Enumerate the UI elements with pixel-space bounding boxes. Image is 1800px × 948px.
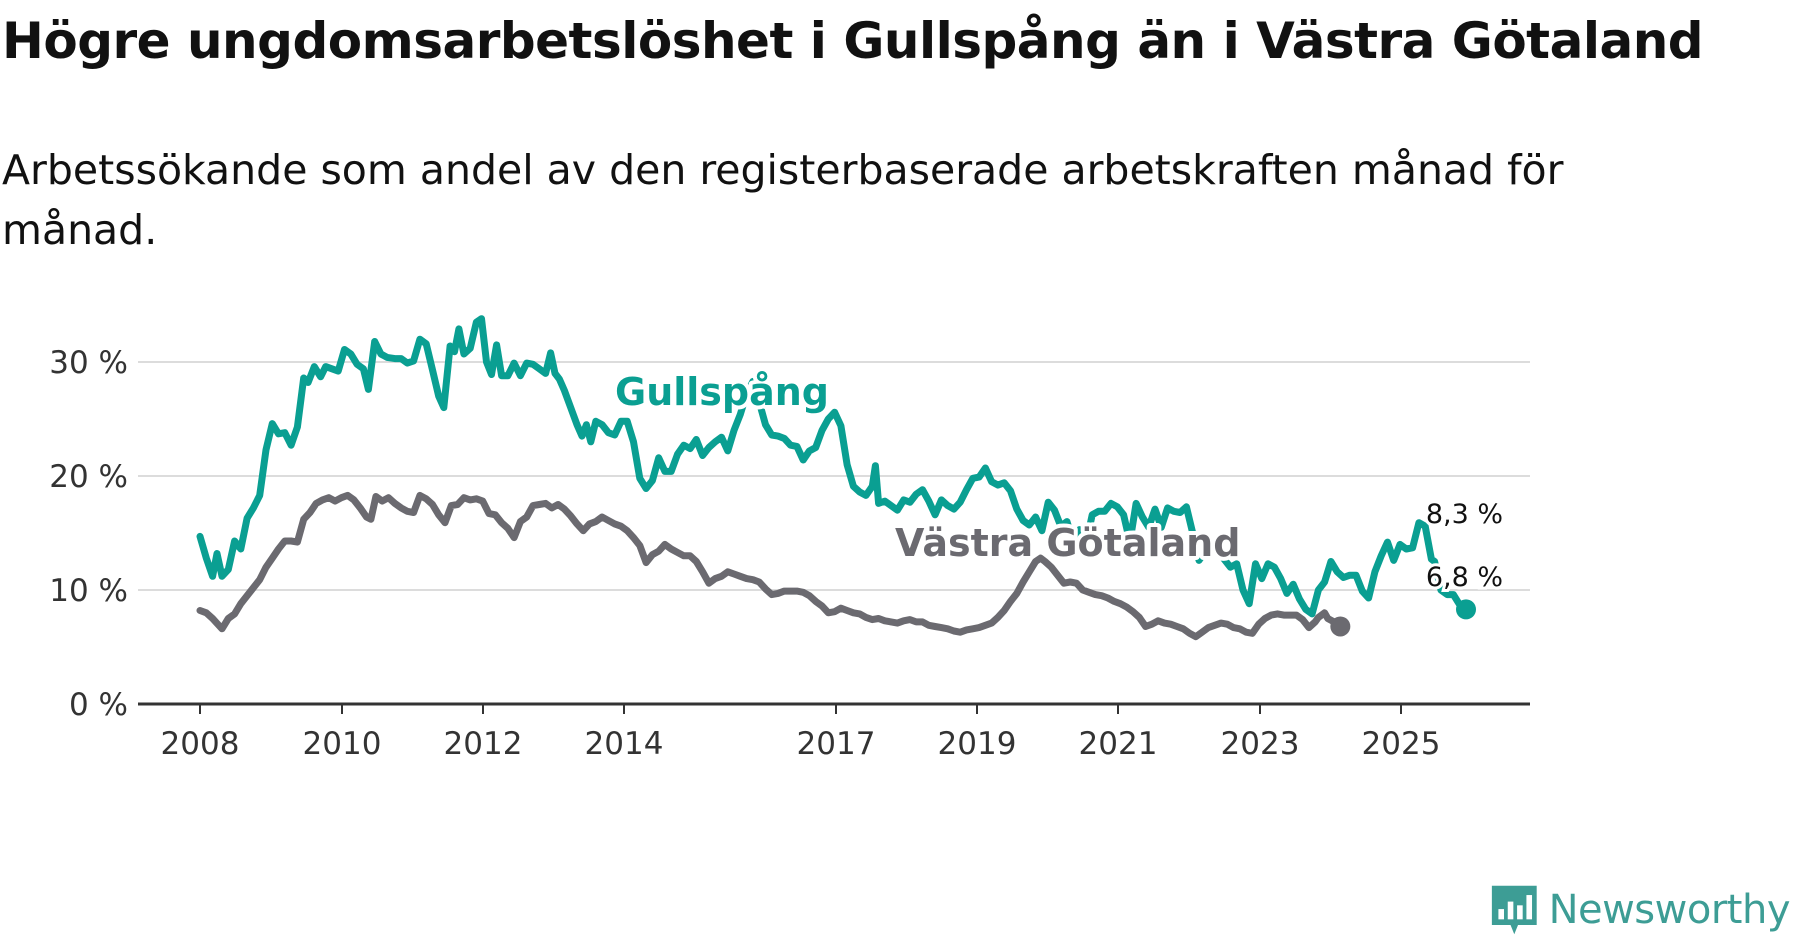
x-axis: 2008 2010 2012 2014 2017 2019 2021 2023 2025 bbox=[138, 702, 1530, 762]
brand-name: Newsworthy bbox=[1548, 887, 1791, 933]
x-tick-label: 2019 bbox=[938, 726, 1017, 762]
series-lines bbox=[196, 315, 1476, 641]
x-tick-label: 2025 bbox=[1362, 726, 1441, 762]
series-line-vastra-gotaland bbox=[196, 491, 1344, 641]
series-labels: Gullspång Västra Götaland 8,3 % 6,8 % bbox=[611, 366, 1506, 596]
x-tick-label: 2012 bbox=[444, 726, 523, 762]
x-tick-label: 2008 bbox=[161, 726, 240, 762]
series-label-vastra-gotaland: Västra Götaland bbox=[895, 521, 1240, 565]
y-tick-label: 10 % bbox=[49, 573, 128, 609]
x-tick-label: 2023 bbox=[1221, 726, 1300, 762]
series-end-dot bbox=[1456, 599, 1476, 620]
x-tick-label: 2017 bbox=[797, 726, 876, 762]
y-tick-label: 30 % bbox=[49, 345, 128, 381]
line-chart: 0 % 10 % 20 % 30 % 2008 2010 2012 2014 2017 2019… bbox=[49, 315, 1530, 762]
x-tick-label: 2010 bbox=[303, 726, 382, 762]
end-value-label-gullspang: 8,3 % bbox=[1426, 499, 1503, 530]
y-tick-label: 20 % bbox=[49, 459, 128, 495]
x-tick-label: 2021 bbox=[1079, 726, 1158, 762]
chart-subtitle: Arbetssökande som andel av den registerb… bbox=[2, 146, 1564, 254]
chart-title: Högre ungdomsarbetslöshet i Gullspång än… bbox=[2, 12, 1704, 70]
series-end-dot bbox=[1330, 616, 1351, 637]
series-label-gullspang: Gullspång bbox=[615, 370, 829, 414]
gridlines bbox=[138, 361, 1530, 591]
end-value-label-vastra-gotaland: 6,8 % bbox=[1426, 562, 1503, 593]
series-line-gullspang bbox=[196, 315, 1470, 618]
x-tick-label: 2014 bbox=[585, 726, 664, 762]
newsworthy-chart-icon bbox=[1491, 885, 1537, 935]
y-axis-ticks: 0 % 10 % 20 % 30 % bbox=[49, 345, 128, 723]
newsworthy-logo: Newsworthy bbox=[1490, 880, 1791, 940]
y-tick-label: 0 % bbox=[69, 687, 128, 723]
